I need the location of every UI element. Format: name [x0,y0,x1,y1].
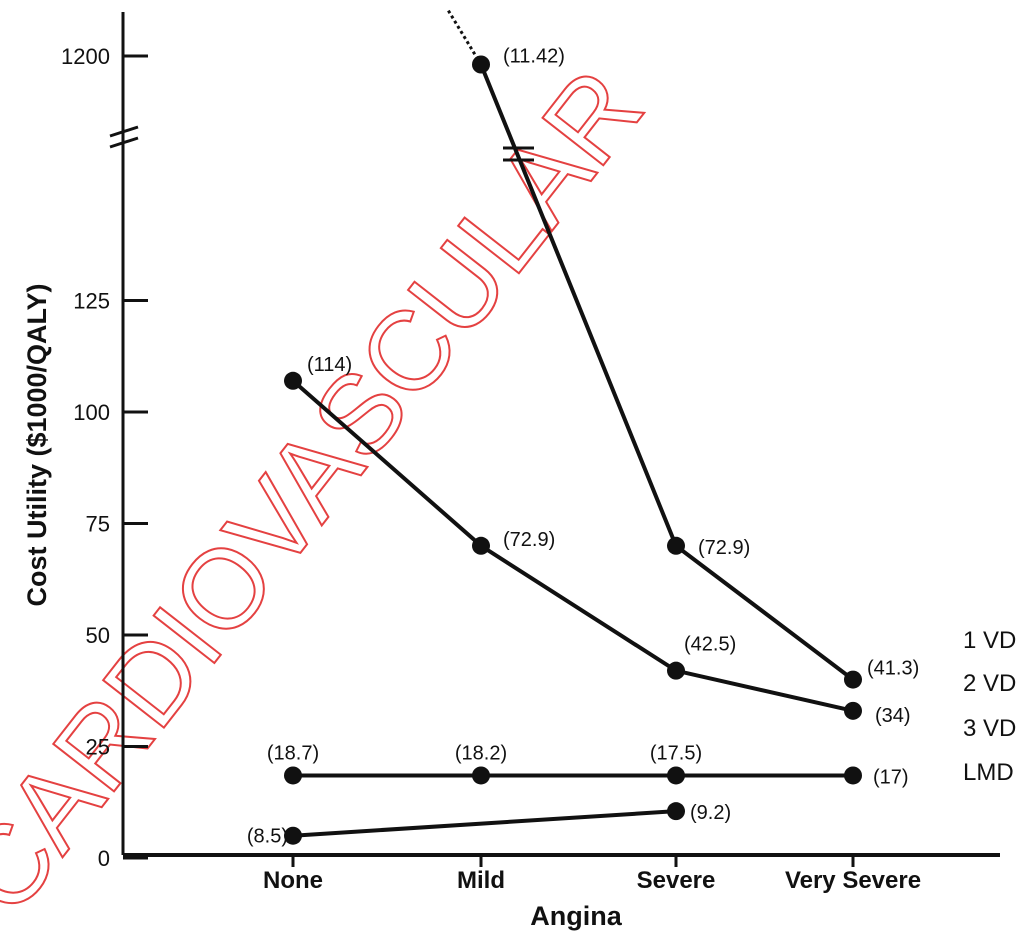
y-tick-label: 0 [98,846,110,871]
data-point [667,536,685,555]
data-label: (18.7) [267,742,319,764]
data-label: (72.9) [503,529,555,551]
series-line [292,809,677,838]
data-point [284,826,302,845]
x-axis-title: Angina [530,901,622,931]
series-line [291,379,854,713]
x-tick-label: None [263,867,323,894]
data-point [472,55,490,74]
data-point [844,670,862,689]
data-point [472,766,490,785]
series-line-extension [446,9,483,66]
data-point [472,536,490,555]
data-label: (72.9) [698,537,750,559]
series-name-label: LMD [963,759,1014,786]
y-tick-label: 75 [86,512,110,537]
y-axis-title: Cost Utility ($1000/QALY) [22,283,52,606]
y-axis-break-mark [109,136,139,149]
data-label: (8.5) [247,826,288,848]
data-point [667,766,685,785]
y-tick-label: 125 [73,289,110,314]
data-point [284,371,302,390]
data-label: (9.2) [690,802,731,824]
x-tick-label: Very Severe [785,867,921,894]
data-label: (17) [873,766,909,788]
data-label: (11.42) [503,46,565,68]
data-point [844,701,862,720]
data-point [667,661,685,680]
data-label: (42.5) [684,634,736,656]
y-tick-label: 50 [86,623,110,648]
data-label: (18.2) [455,742,507,764]
series-name-label: 2 VD [963,670,1016,697]
data-label: (41.3) [867,658,919,680]
data-point [844,766,862,785]
data-label: (34) [875,705,911,727]
data-point [284,766,302,785]
y-tick-label: 100 [73,400,110,425]
series-name-label: 3 VD [963,715,1016,742]
y-tick-label: 25 [86,735,110,760]
y-tick-label: 1200 [61,44,110,69]
x-tick-label: Severe [637,867,716,894]
data-label: (114) [307,354,352,376]
y-axis-break-mark [109,125,139,138]
x-tick-label: Mild [457,867,505,894]
data-label: (17.5) [650,742,702,764]
data-point [667,802,685,821]
series-name-label: 1 VD [963,627,1016,654]
watermark-text: CARDIOVASCULAR [0,47,666,935]
